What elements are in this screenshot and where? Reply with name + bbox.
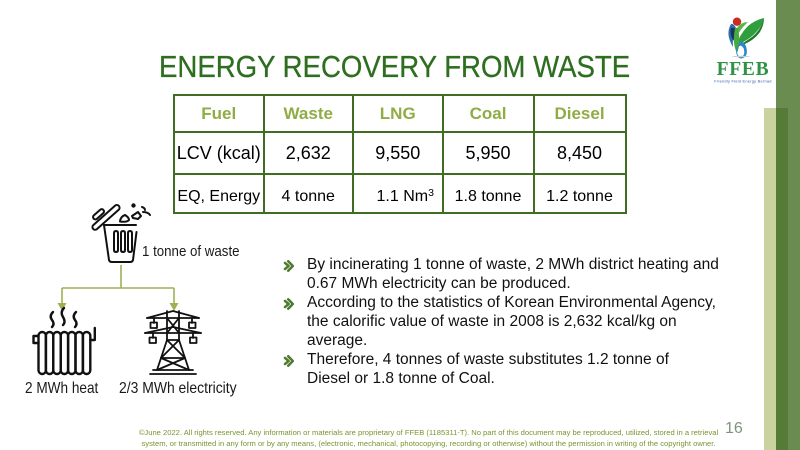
svg-text:Friendly Field Energy Berhad: Friendly Field Energy Berhad — [714, 79, 771, 84]
svg-text:FFEB: FFEB — [717, 59, 770, 80]
